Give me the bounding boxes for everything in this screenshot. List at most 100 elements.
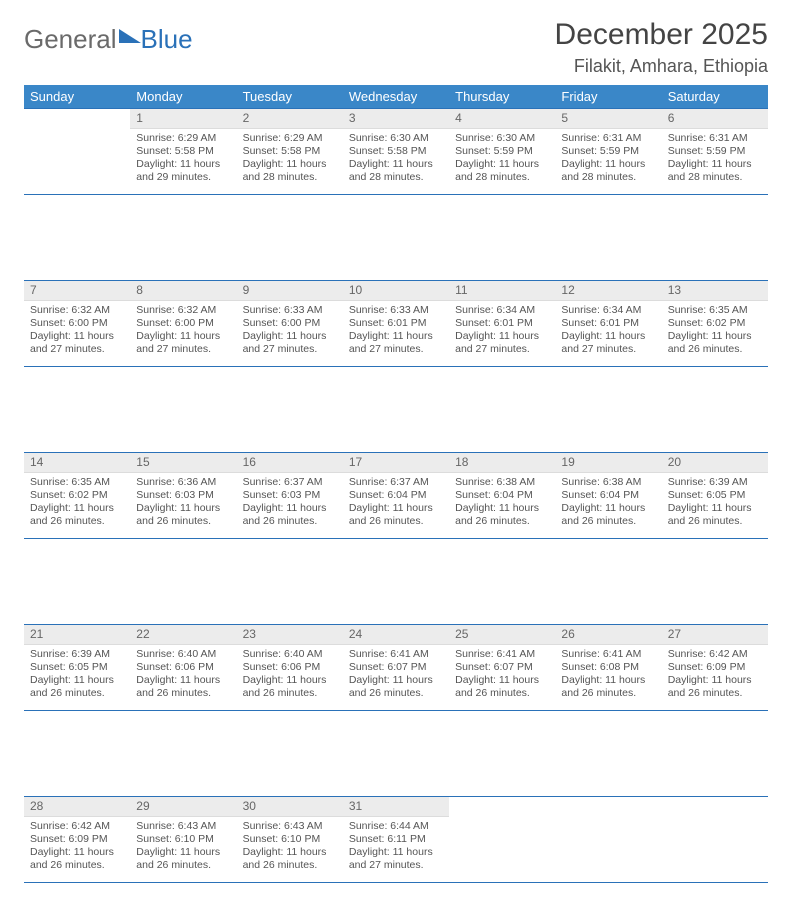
detail-line: Sunset: 6:10 PM <box>136 833 230 846</box>
day-number: 16 <box>237 453 343 473</box>
day-cell: 16Sunrise: 6:37 AMSunset: 6:03 PMDayligh… <box>237 453 343 539</box>
detail-line: Sunrise: 6:39 AM <box>30 648 124 661</box>
detail-line: Sunset: 6:05 PM <box>30 661 124 674</box>
day-number: 3 <box>343 109 449 129</box>
day-number: 25 <box>449 625 555 645</box>
detail-line: Sunrise: 6:33 AM <box>243 304 337 317</box>
day-cell: 28Sunrise: 6:42 AMSunset: 6:09 PMDayligh… <box>24 797 130 883</box>
day-details: Sunrise: 6:33 AMSunset: 6:00 PMDaylight:… <box>237 301 343 361</box>
detail-line: and 26 minutes. <box>136 859 230 872</box>
day-number: 1 <box>130 109 236 129</box>
day-cell: 12Sunrise: 6:34 AMSunset: 6:01 PMDayligh… <box>555 281 661 367</box>
detail-line: Sunrise: 6:32 AM <box>136 304 230 317</box>
detail-line: Sunset: 6:09 PM <box>668 661 762 674</box>
day-details: Sunrise: 6:37 AMSunset: 6:03 PMDaylight:… <box>237 473 343 533</box>
day-number <box>449 797 555 801</box>
day-header-row: Sunday Monday Tuesday Wednesday Thursday… <box>24 85 768 109</box>
day-header: Wednesday <box>343 85 449 109</box>
week-row: 14Sunrise: 6:35 AMSunset: 6:02 PMDayligh… <box>24 453 768 539</box>
detail-line: Sunset: 6:11 PM <box>349 833 443 846</box>
day-cell: 24Sunrise: 6:41 AMSunset: 6:07 PMDayligh… <box>343 625 449 711</box>
day-number: 29 <box>130 797 236 817</box>
detail-line: and 26 minutes. <box>668 343 762 356</box>
day-cell: 10Sunrise: 6:33 AMSunset: 6:01 PMDayligh… <box>343 281 449 367</box>
day-details: Sunrise: 6:30 AMSunset: 5:58 PMDaylight:… <box>343 129 449 189</box>
day-number: 4 <box>449 109 555 129</box>
day-number: 19 <box>555 453 661 473</box>
day-cell: 30Sunrise: 6:43 AMSunset: 6:10 PMDayligh… <box>237 797 343 883</box>
detail-line: Daylight: 11 hours <box>243 158 337 171</box>
detail-line: and 28 minutes. <box>561 171 655 184</box>
detail-line: and 26 minutes. <box>30 515 124 528</box>
detail-line: and 26 minutes. <box>668 515 762 528</box>
detail-line: Sunset: 5:58 PM <box>136 145 230 158</box>
title-block: December 2025 Filakit, Amhara, Ethiopia <box>555 18 768 77</box>
day-cell: 1Sunrise: 6:29 AMSunset: 5:58 PMDaylight… <box>130 109 236 195</box>
detail-line: and 26 minutes. <box>349 515 443 528</box>
day-details: Sunrise: 6:29 AMSunset: 5:58 PMDaylight:… <box>130 129 236 189</box>
day-number: 20 <box>662 453 768 473</box>
day-cell: 14Sunrise: 6:35 AMSunset: 6:02 PMDayligh… <box>24 453 130 539</box>
day-number: 27 <box>662 625 768 645</box>
detail-line: Sunset: 6:10 PM <box>243 833 337 846</box>
detail-line: and 27 minutes. <box>561 343 655 356</box>
detail-line: and 26 minutes. <box>243 859 337 872</box>
detail-line: Sunrise: 6:41 AM <box>561 648 655 661</box>
day-cell: 18Sunrise: 6:38 AMSunset: 6:04 PMDayligh… <box>449 453 555 539</box>
day-cell <box>662 797 768 883</box>
logo-shape-icon <box>119 29 141 43</box>
detail-line: Daylight: 11 hours <box>668 330 762 343</box>
week-row: 28Sunrise: 6:42 AMSunset: 6:09 PMDayligh… <box>24 797 768 883</box>
day-number <box>555 797 661 801</box>
detail-line: Daylight: 11 hours <box>455 158 549 171</box>
detail-line: Sunrise: 6:32 AM <box>30 304 124 317</box>
detail-line: Sunset: 6:08 PM <box>561 661 655 674</box>
detail-line: and 28 minutes. <box>668 171 762 184</box>
detail-line: Sunrise: 6:35 AM <box>30 476 124 489</box>
detail-line: Sunset: 6:04 PM <box>349 489 443 502</box>
detail-line: Sunset: 6:00 PM <box>243 317 337 330</box>
detail-line: Daylight: 11 hours <box>349 158 443 171</box>
day-cell: 2Sunrise: 6:29 AMSunset: 5:58 PMDaylight… <box>237 109 343 195</box>
detail-line: Sunset: 6:05 PM <box>668 489 762 502</box>
month-title: December 2025 <box>555 18 768 52</box>
day-details: Sunrise: 6:34 AMSunset: 6:01 PMDaylight:… <box>555 301 661 361</box>
detail-line: Daylight: 11 hours <box>455 502 549 515</box>
day-number: 30 <box>237 797 343 817</box>
day-number <box>662 797 768 801</box>
day-cell: 11Sunrise: 6:34 AMSunset: 6:01 PMDayligh… <box>449 281 555 367</box>
detail-line: and 26 minutes. <box>30 687 124 700</box>
detail-line: Daylight: 11 hours <box>561 330 655 343</box>
detail-line: Sunrise: 6:38 AM <box>561 476 655 489</box>
day-cell: 27Sunrise: 6:42 AMSunset: 6:09 PMDayligh… <box>662 625 768 711</box>
detail-line: Sunrise: 6:43 AM <box>243 820 337 833</box>
day-cell <box>24 109 130 195</box>
detail-line: Daylight: 11 hours <box>349 330 443 343</box>
detail-line: and 26 minutes. <box>455 515 549 528</box>
detail-line: and 26 minutes. <box>561 515 655 528</box>
detail-line: Sunrise: 6:40 AM <box>136 648 230 661</box>
logo-text-2: Blue <box>141 24 193 55</box>
day-details: Sunrise: 6:41 AMSunset: 6:07 PMDaylight:… <box>343 645 449 705</box>
detail-line: Daylight: 11 hours <box>349 846 443 859</box>
detail-line: Sunrise: 6:30 AM <box>349 132 443 145</box>
detail-line: and 27 minutes. <box>243 343 337 356</box>
detail-line: and 27 minutes. <box>136 343 230 356</box>
detail-line: Sunrise: 6:39 AM <box>668 476 762 489</box>
day-cell: 13Sunrise: 6:35 AMSunset: 6:02 PMDayligh… <box>662 281 768 367</box>
detail-line: and 26 minutes. <box>243 515 337 528</box>
day-details: Sunrise: 6:41 AMSunset: 6:07 PMDaylight:… <box>449 645 555 705</box>
detail-line: Sunrise: 6:36 AM <box>136 476 230 489</box>
detail-line: Sunrise: 6:31 AM <box>668 132 762 145</box>
day-details: Sunrise: 6:43 AMSunset: 6:10 PMDaylight:… <box>237 817 343 877</box>
day-number: 9 <box>237 281 343 301</box>
detail-line: Sunset: 6:04 PM <box>455 489 549 502</box>
detail-line: Sunset: 6:07 PM <box>349 661 443 674</box>
day-cell: 21Sunrise: 6:39 AMSunset: 6:05 PMDayligh… <box>24 625 130 711</box>
detail-line: and 27 minutes. <box>349 343 443 356</box>
detail-line: Daylight: 11 hours <box>243 502 337 515</box>
day-cell: 7Sunrise: 6:32 AMSunset: 6:00 PMDaylight… <box>24 281 130 367</box>
day-details: Sunrise: 6:39 AMSunset: 6:05 PMDaylight:… <box>24 645 130 705</box>
day-cell: 31Sunrise: 6:44 AMSunset: 6:11 PMDayligh… <box>343 797 449 883</box>
detail-line: Daylight: 11 hours <box>136 846 230 859</box>
